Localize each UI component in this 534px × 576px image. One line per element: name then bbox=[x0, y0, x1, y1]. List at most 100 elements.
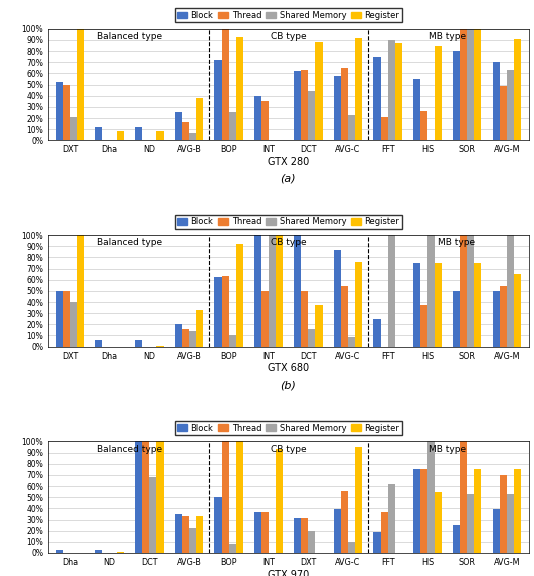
Bar bbox=[294, 235, 301, 347]
Bar bbox=[316, 42, 323, 141]
Bar bbox=[420, 469, 427, 553]
Bar bbox=[117, 131, 124, 141]
Bar bbox=[182, 516, 189, 553]
Bar bbox=[156, 131, 163, 141]
Bar bbox=[381, 117, 388, 141]
Bar bbox=[117, 552, 124, 553]
Bar bbox=[96, 550, 103, 553]
Bar bbox=[341, 286, 348, 347]
Bar bbox=[420, 305, 427, 347]
Text: MB type: MB type bbox=[438, 238, 475, 248]
Bar bbox=[308, 530, 316, 553]
Text: MB type: MB type bbox=[429, 445, 466, 454]
Bar bbox=[355, 37, 362, 141]
Bar bbox=[56, 550, 63, 553]
Bar bbox=[215, 60, 222, 141]
Bar bbox=[492, 291, 500, 347]
Bar bbox=[453, 525, 460, 553]
Bar bbox=[500, 86, 507, 141]
Bar bbox=[413, 469, 420, 553]
Bar bbox=[373, 56, 381, 141]
Bar bbox=[222, 276, 229, 347]
Bar bbox=[507, 235, 514, 347]
Bar bbox=[460, 235, 467, 347]
Text: MB type: MB type bbox=[429, 32, 466, 41]
Bar bbox=[261, 511, 269, 553]
Bar bbox=[301, 70, 308, 141]
Bar bbox=[507, 494, 514, 553]
Bar bbox=[467, 235, 474, 347]
Text: CB type: CB type bbox=[271, 32, 306, 41]
Bar bbox=[500, 286, 507, 347]
Bar bbox=[175, 324, 182, 347]
Bar bbox=[229, 112, 236, 141]
Bar bbox=[334, 509, 341, 553]
Bar bbox=[435, 46, 442, 141]
Bar bbox=[373, 319, 381, 347]
Bar bbox=[308, 329, 316, 347]
X-axis label: GTX 680: GTX 680 bbox=[268, 363, 309, 373]
Bar bbox=[460, 29, 467, 141]
Bar bbox=[308, 91, 316, 141]
Bar bbox=[77, 235, 84, 347]
Bar bbox=[175, 112, 182, 141]
Bar bbox=[70, 302, 77, 347]
Bar bbox=[460, 441, 467, 553]
Bar bbox=[182, 329, 189, 347]
Bar bbox=[261, 101, 269, 141]
Bar bbox=[427, 441, 435, 553]
Bar bbox=[63, 291, 70, 347]
Bar bbox=[261, 291, 269, 347]
Bar bbox=[294, 518, 301, 553]
Bar bbox=[215, 497, 222, 553]
Bar bbox=[56, 291, 63, 347]
Bar bbox=[135, 127, 142, 141]
Bar bbox=[435, 263, 442, 347]
Bar bbox=[514, 469, 521, 553]
Bar bbox=[156, 441, 163, 553]
Bar bbox=[507, 70, 514, 141]
Bar bbox=[70, 117, 77, 141]
Bar bbox=[276, 449, 283, 553]
Bar bbox=[215, 278, 222, 347]
Bar bbox=[175, 514, 182, 553]
Bar bbox=[196, 516, 203, 553]
Bar bbox=[135, 441, 142, 553]
Bar bbox=[388, 235, 395, 347]
X-axis label: GTX 970: GTX 970 bbox=[268, 570, 309, 576]
Bar bbox=[222, 29, 229, 141]
Bar bbox=[420, 111, 427, 141]
Bar bbox=[355, 447, 362, 553]
Bar bbox=[316, 305, 323, 347]
Text: (b): (b) bbox=[280, 380, 296, 390]
Text: Balanced type: Balanced type bbox=[97, 32, 162, 41]
Bar bbox=[229, 335, 236, 347]
Bar bbox=[474, 29, 481, 141]
Bar bbox=[341, 68, 348, 141]
Bar bbox=[334, 249, 341, 347]
Bar bbox=[492, 62, 500, 141]
Bar bbox=[348, 542, 355, 553]
Legend: Block, Thread, Shared Memory, Register: Block, Thread, Shared Memory, Register bbox=[175, 9, 402, 22]
Bar bbox=[474, 263, 481, 347]
Bar bbox=[301, 518, 308, 553]
Bar bbox=[189, 132, 196, 141]
Bar bbox=[236, 244, 243, 347]
Bar bbox=[77, 29, 84, 141]
Bar bbox=[395, 43, 402, 141]
Bar bbox=[236, 37, 243, 141]
Bar bbox=[142, 441, 150, 553]
Bar bbox=[427, 235, 435, 347]
Text: (a): (a) bbox=[280, 174, 296, 184]
Bar bbox=[156, 346, 163, 347]
Bar bbox=[150, 477, 156, 553]
Bar bbox=[514, 39, 521, 141]
Bar bbox=[254, 511, 261, 553]
Bar bbox=[373, 532, 381, 553]
Bar bbox=[63, 85, 70, 141]
Bar bbox=[355, 262, 362, 347]
Bar bbox=[514, 274, 521, 347]
Bar bbox=[413, 263, 420, 347]
Bar bbox=[135, 340, 142, 347]
Bar bbox=[96, 127, 103, 141]
